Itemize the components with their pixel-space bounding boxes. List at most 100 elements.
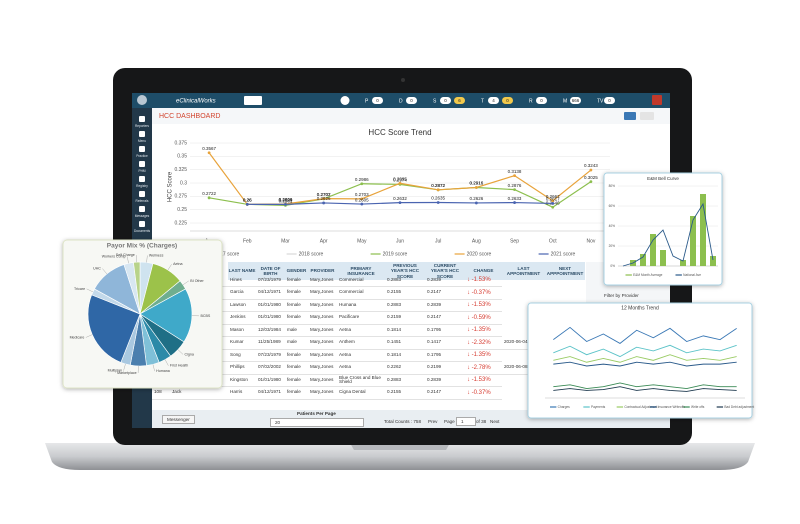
- data-point: [551, 202, 555, 205]
- toolbar-badge: [536, 97, 547, 104]
- per-page-select[interactable]: 20: [270, 418, 364, 427]
- table-cell: female: [285, 300, 308, 312]
- table-cell: female: [285, 387, 308, 400]
- table-cell: Pacificare: [337, 312, 385, 325]
- chart: HCC Score Trend 0.225 0.25 0.275 0.3 0.325 0.3…: [168, 128, 610, 257]
- table-cell: Song: [228, 350, 256, 362]
- user-menu[interactable]: [244, 96, 262, 105]
- data-label: 0.2667: [546, 194, 560, 199]
- camera: [401, 78, 405, 82]
- sidebar-icon[interactable]: [139, 146, 145, 152]
- sidebar-icon[interactable]: [139, 221, 145, 227]
- data-point: [284, 202, 287, 206]
- filter-panel: [586, 262, 670, 410]
- change-cell: -0.37%: [465, 287, 502, 300]
- data-label: 0.2581: [279, 199, 293, 204]
- data-point: [322, 201, 326, 205]
- x-tick-label: Jan: [205, 238, 213, 244]
- toolbar-count: 0: [608, 98, 611, 103]
- toolbar-count: 0: [376, 98, 379, 103]
- data-point: [360, 182, 364, 186]
- table-cell: 01/01/1980: [256, 312, 285, 325]
- table-cell: Commercial: [337, 275, 385, 287]
- sidebar-icon[interactable]: [139, 161, 145, 167]
- change-cell: -2.78%: [465, 362, 502, 375]
- settings-button[interactable]: [640, 112, 654, 120]
- change-cell: -2.32%: [465, 337, 502, 350]
- sidebar-label: Menu: [138, 139, 146, 143]
- page-input[interactable]: 1: [456, 417, 476, 426]
- cell-empty: [170, 300, 228, 312]
- column-header: GENDER: [285, 262, 308, 280]
- table-cell: 0.2155: [385, 287, 425, 300]
- table-cell: 0.2839: [425, 375, 465, 387]
- table-cell: 2020-06-08: [502, 362, 545, 375]
- cell-empty: [170, 275, 228, 287]
- refresh-icon[interactable]: [340, 96, 350, 105]
- toolbar-badge: [372, 97, 383, 104]
- data-point: [436, 188, 440, 192]
- table-cell: 0.2155: [385, 387, 425, 400]
- export-button[interactable]: [624, 112, 636, 120]
- table-cell: 0.1417: [425, 337, 465, 350]
- data-point: [398, 181, 402, 185]
- data-point: [551, 199, 555, 203]
- next-button[interactable]: Next: [490, 419, 500, 424]
- table-cell: 0.2159: [385, 312, 425, 325]
- column-header: PROVIDER: [308, 262, 337, 280]
- sidebar-icon[interactable]: [139, 116, 145, 122]
- data-point: [322, 197, 326, 201]
- sidebar-label: Documents: [134, 229, 151, 233]
- data-label: 0.2916: [469, 181, 483, 186]
- toolbar-label: M: [563, 98, 567, 104]
- x-tick-label: Sep: [510, 238, 519, 244]
- sidebar-label: Practice: [136, 154, 148, 158]
- column-header: PRIMARY INSURANCE: [337, 262, 385, 280]
- patient-table: LAST NAME DATE OF BIRTH GENDER PROVIDER PRIM…: [152, 262, 585, 400]
- data-label: 0.2876: [508, 183, 522, 188]
- data-label: 0.2633: [508, 196, 522, 201]
- table-cell: Aetna: [337, 325, 385, 337]
- toolbar-badge: [440, 97, 451, 104]
- column-header: NEXT APPPOINTMENT: [545, 262, 585, 280]
- sidebar-icon[interactable]: [139, 206, 145, 212]
- table-cell: 04/12/1971: [256, 287, 285, 300]
- x-tick-label: Jul: [435, 238, 441, 244]
- toolbar-label: D: [399, 98, 403, 104]
- sidebar-label: PHM: [138, 169, 145, 173]
- toolbar-count: 0: [540, 98, 543, 103]
- legend-label: 2017 score: [215, 251, 240, 257]
- table-footer: Messenger Patients Per Page 20 Total Cou…: [152, 410, 670, 428]
- data-point: [207, 151, 211, 155]
- change-cell: -0.37%: [465, 387, 502, 400]
- toolbar-badge: [502, 97, 513, 104]
- table-cell: male: [285, 325, 308, 337]
- data-label: 0.2617: [546, 197, 560, 202]
- sidebar-icon[interactable]: [139, 176, 145, 182]
- table-cell: Harris: [228, 387, 256, 400]
- sidebar-icon[interactable]: [139, 131, 145, 137]
- x-tick-label: Nov: [586, 238, 595, 244]
- legend-label: 2019 score: [383, 251, 408, 257]
- table-cell: Phillips: [228, 362, 256, 375]
- prev-button[interactable]: Prev: [428, 419, 438, 424]
- data-point: [589, 180, 593, 184]
- table-cell: Blue Cross and Blue Shield: [337, 375, 385, 387]
- messenger-button[interactable]: Messenger: [162, 415, 195, 424]
- sidebar-label: Referrals: [136, 199, 149, 203]
- table-cell: Humana: [337, 300, 385, 312]
- alert-icon[interactable]: [652, 95, 662, 105]
- table-cell: Kumar: [228, 337, 256, 350]
- data-point: [207, 196, 211, 200]
- sidebar-label: Registry: [136, 184, 148, 188]
- data-point: [360, 197, 364, 201]
- y-axis-label: HCC Score: [168, 171, 174, 202]
- table-cell: female: [285, 375, 308, 387]
- table-cell: 0.2883: [385, 300, 425, 312]
- column-header: LAST NAME: [228, 262, 256, 280]
- toolbar-label: P: [365, 98, 369, 104]
- sidebar-icon[interactable]: [139, 191, 145, 197]
- table-cell: Aetna: [337, 350, 385, 362]
- cell-empty: [170, 325, 228, 337]
- table-cell: Mary,Jones: [308, 287, 337, 300]
